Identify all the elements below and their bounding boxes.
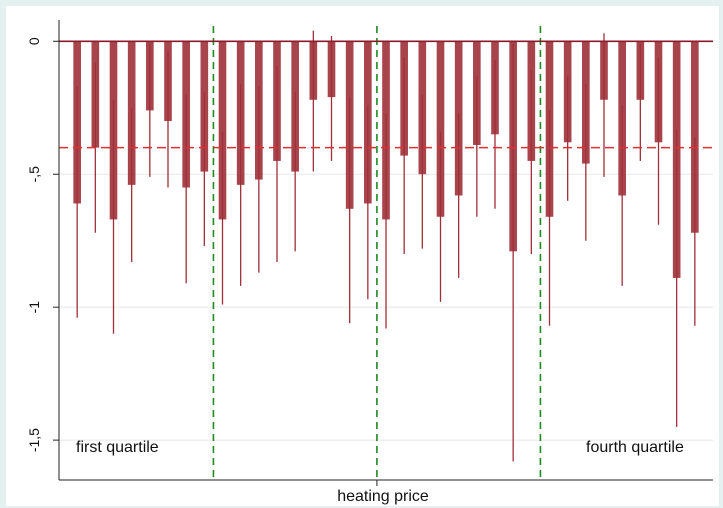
- bar: [200, 41, 209, 172]
- annotation-fourth-quartile: fourth quartile: [586, 439, 684, 456]
- bar: [527, 41, 536, 161]
- bar: [545, 41, 554, 217]
- y-tick-label: 0: [26, 37, 42, 45]
- bar: [255, 41, 263, 180]
- bar: [309, 41, 318, 100]
- bar: [73, 41, 81, 204]
- bar: [582, 41, 590, 164]
- bar: [509, 41, 517, 252]
- bar: [327, 41, 336, 98]
- y-tick-label: -,5: [26, 166, 42, 183]
- bar: [218, 41, 227, 220]
- bar: [473, 41, 481, 145]
- bar: [636, 41, 645, 100]
- bar: [400, 41, 408, 156]
- bar: [672, 41, 681, 278]
- bar: [600, 41, 608, 100]
- bar: [436, 41, 445, 217]
- bar: [146, 41, 154, 111]
- chart-frame: 0 -,5 -1 -1,5 first quartile fourth quartil…: [6, 6, 719, 506]
- bar: [491, 41, 499, 135]
- bar: [654, 41, 663, 143]
- y-tick-label: -1: [26, 301, 42, 314]
- bar: [164, 41, 172, 122]
- x-axis-title: heating price: [337, 488, 429, 505]
- annotation-first-quartile: first quartile: [76, 439, 159, 456]
- bar: [273, 41, 281, 161]
- bars: [73, 41, 699, 278]
- bar: [364, 41, 372, 204]
- bar: [236, 41, 245, 185]
- bar: [291, 41, 299, 172]
- bar: [418, 41, 427, 175]
- bar: [109, 41, 118, 220]
- bar: [563, 41, 572, 143]
- y-axis: 0 -,5 -1 -1,5: [26, 20, 60, 480]
- bar: [382, 41, 390, 220]
- bar: [345, 41, 354, 209]
- x-axis: [59, 479, 713, 486]
- quartile-dividers: [212, 26, 542, 480]
- bar: [127, 41, 136, 185]
- bar: [91, 41, 100, 148]
- bar: [182, 41, 190, 188]
- bar: [454, 41, 463, 196]
- bar: [618, 41, 626, 196]
- bar-chart: 0 -,5 -1 -1,5 first quartile fourth quartil…: [26, 20, 713, 505]
- bar: [691, 41, 699, 233]
- y-tick-label: -1,5: [26, 428, 42, 452]
